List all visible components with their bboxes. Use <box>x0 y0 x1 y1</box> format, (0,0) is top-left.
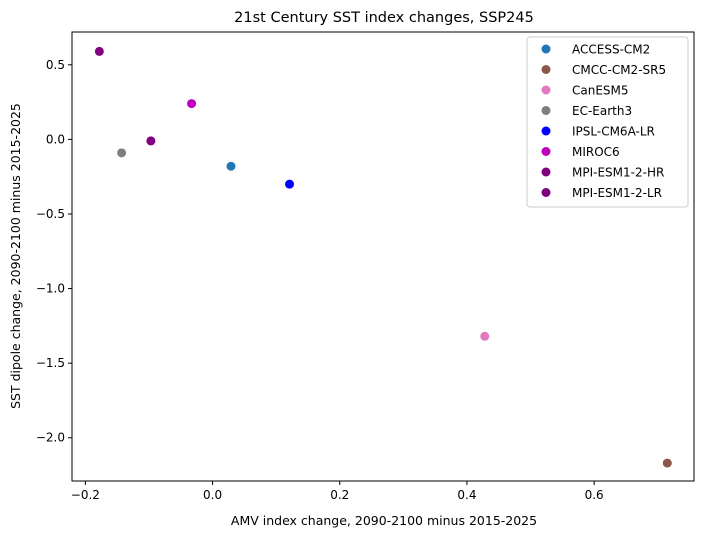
chart-title: 21st Century SST index changes, SSP245 <box>234 10 534 26</box>
x-tick-label: 0.0 <box>203 488 222 502</box>
legend-marker <box>541 147 551 156</box>
legend-marker <box>541 126 551 136</box>
legend-box <box>526 36 689 208</box>
legend-marker <box>541 44 551 54</box>
data-point <box>662 458 672 468</box>
legend-marker <box>541 85 551 95</box>
plot-frame <box>71 31 695 482</box>
x-tick-label: 0.6 <box>585 488 604 502</box>
x-tick-label: 0.4 <box>457 488 476 502</box>
legend-label: CMCC-CM2-SR5 <box>572 63 666 77</box>
legend-marker <box>541 65 551 74</box>
data-point <box>187 99 197 109</box>
x-tick-label: −0.2 <box>71 488 100 502</box>
data-point <box>94 46 104 56</box>
legend-label: MIROC6 <box>572 145 620 159</box>
y-tick-label: −2.0 <box>36 431 65 445</box>
y-tick-label: −1.0 <box>36 282 65 296</box>
legend-label: MPI-ESM1-2-HR <box>572 166 664 180</box>
legend-marker <box>541 188 551 197</box>
data-point <box>480 331 490 341</box>
y-tick-label: −0.5 <box>36 207 65 221</box>
y-tick-label: 0.5 <box>46 58 65 72</box>
x-tick-label: 0.2 <box>330 488 349 502</box>
y-axis-ticks: 0.5 0.0 −0.5 −1.0 −1.5 −2.0 <box>36 58 72 445</box>
x-axis-ticks: −0.2 0.0 0.2 0.4 0.6 <box>71 481 604 502</box>
legend-label: MPI-ESM1-2-LR <box>572 186 662 200</box>
data-point <box>117 148 127 158</box>
legend: ACCESS-CM2 CMCC-CM2-SR5 CanESM5 EC-Earth3 IP… <box>526 36 689 208</box>
data-point <box>285 179 295 189</box>
scatter-points <box>94 46 672 468</box>
legend-marker <box>541 167 551 177</box>
x-axis-label: AMV index change, 2090-2100 minus 2015-2… <box>231 513 537 528</box>
legend-label: CanESM5 <box>572 84 629 98</box>
data-point <box>146 136 156 146</box>
y-axis-label: SST dipole change, 2090-2100 minus 2015-… <box>8 103 23 409</box>
legend-label: EC-Earth3 <box>572 104 632 118</box>
legend-label: ACCESS-CM2 <box>572 43 650 57</box>
y-tick-label: 0.0 <box>46 132 65 146</box>
legend-label: IPSL-CM6A-LR <box>572 125 655 139</box>
y-tick-label: −1.5 <box>36 356 65 370</box>
data-point <box>226 161 236 171</box>
legend-marker <box>541 106 551 115</box>
